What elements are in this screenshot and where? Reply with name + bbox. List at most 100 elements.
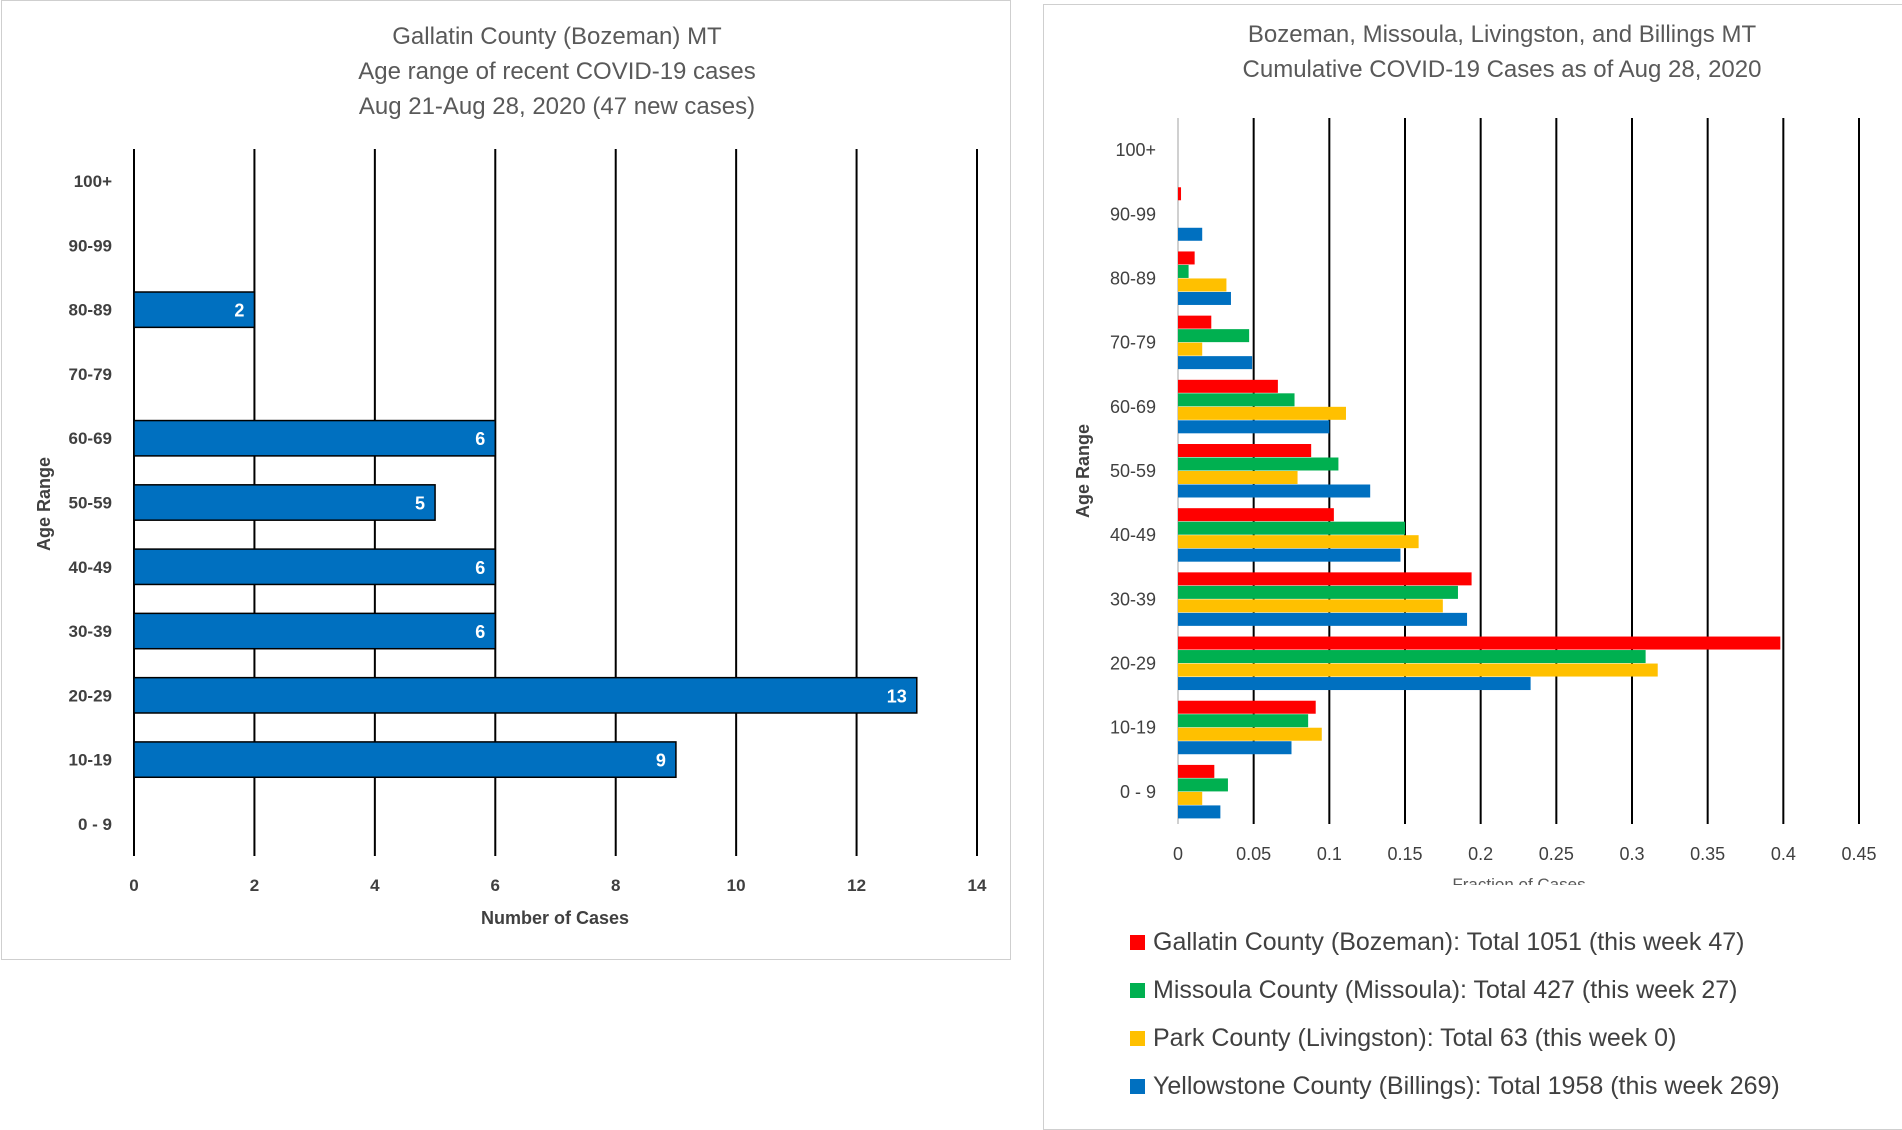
legend-item: Missoula County (Missoula): Total 427 (t… [1130, 975, 1738, 1005]
x-tick-label: 4 [370, 876, 380, 895]
bar [1178, 585, 1458, 599]
bar [1178, 612, 1468, 626]
y-tick-label: 80-89 [69, 301, 112, 320]
x-tick-label: 6 [491, 876, 500, 895]
x-tick-label: 10 [727, 876, 746, 895]
y-tick-label: 90-99 [69, 236, 112, 255]
x-tick-label: 14 [968, 876, 987, 895]
y-tick-label: 100+ [74, 172, 112, 191]
bar [1178, 457, 1339, 471]
y-tick-label: 20-29 [1110, 654, 1156, 674]
bar [1178, 805, 1221, 819]
bar [1178, 484, 1371, 498]
bar [1178, 444, 1312, 457]
legend-label: Park County (Livingston): Total 63 (this… [1153, 1023, 1677, 1052]
bar [1178, 406, 1346, 420]
chart-panel-left: Gallatin County (Bozeman) MT Age range of… [1, 0, 1011, 960]
chart-title-line: Bozeman, Missoula, Livingston, and Billi… [1248, 21, 1757, 48]
bar [1178, 636, 1781, 650]
x-tick-label: 0.2 [1468, 844, 1493, 864]
bar [1178, 778, 1228, 792]
bar [1178, 227, 1203, 241]
bar-value-label: 6 [475, 622, 485, 642]
bar-value-label: 13 [887, 686, 907, 706]
bar [133, 741, 677, 779]
bar [1178, 291, 1231, 305]
bar [1178, 251, 1195, 265]
y-tick-label: 50-59 [69, 494, 112, 513]
x-tick-label: 2 [250, 876, 259, 895]
y-tick-label: 30-39 [1110, 589, 1156, 609]
bar [1178, 663, 1658, 677]
y-axis-label: Age Range [1073, 424, 1093, 518]
bar [1178, 315, 1212, 329]
legend-swatch [1130, 1030, 1145, 1046]
bar [1178, 791, 1203, 805]
y-tick-label: 40-49 [1110, 525, 1156, 545]
bar [1178, 521, 1405, 535]
bar [1178, 599, 1443, 613]
legend-label: Missoula County (Missoula): Total 427 (t… [1153, 975, 1738, 1004]
bar-value-label: 6 [475, 558, 485, 578]
bar [1178, 548, 1401, 562]
legend-label: Gallatin County (Bozeman): Total 1051 (t… [1153, 927, 1745, 956]
y-tick-label: 30-39 [69, 622, 112, 641]
chart-title-line: Age range of recent COVID-19 cases [358, 58, 756, 85]
y-tick-label: 60-69 [1110, 397, 1156, 417]
y-tick-label: 50-59 [1110, 461, 1156, 481]
legend-swatch [1130, 1078, 1145, 1094]
legend-item: Gallatin County (Bozeman): Total 1051 (t… [1130, 927, 1745, 957]
bar [1178, 508, 1334, 522]
y-axis-label: Age Range [34, 457, 54, 551]
bar [1178, 535, 1419, 549]
bar [1178, 700, 1316, 714]
x-tick-label: 0.45 [1841, 844, 1876, 864]
bar [1178, 741, 1292, 755]
chart-panel-right: Bozeman, Missoula, Livingston, and Billi… [1043, 4, 1902, 1130]
bar-value-label: 6 [475, 429, 485, 449]
bar [1178, 471, 1298, 484]
bar [133, 676, 918, 714]
x-tick-label: 0 [1173, 844, 1183, 864]
legend-swatch [1130, 934, 1145, 950]
bar [1178, 379, 1278, 393]
y-tick-label: 10-19 [69, 751, 112, 770]
bar [133, 548, 497, 586]
bar [1178, 264, 1189, 278]
bar [1178, 342, 1203, 356]
bar [133, 484, 436, 521]
chart-title-line: Cumulative COVID-19 Cases as of Aug 28, … [1243, 56, 1762, 83]
y-tick-label: 90-99 [1110, 204, 1156, 224]
bar [133, 419, 497, 457]
y-tick-label: 60-69 [69, 429, 112, 448]
bar [1178, 714, 1309, 728]
bar [1178, 572, 1472, 586]
bar [1178, 278, 1227, 292]
x-axis-label: Fraction of Cases [1452, 875, 1585, 885]
x-tick-label: 0.05 [1236, 844, 1271, 864]
bar [1178, 764, 1215, 778]
x-tick-label: 0.25 [1539, 844, 1574, 864]
legend-label: Yellowstone County (Billings): Total 195… [1153, 1071, 1780, 1100]
x-tick-label: 12 [847, 876, 866, 895]
y-tick-label: 20-29 [69, 686, 112, 705]
y-tick-label: 10-19 [1110, 718, 1156, 738]
bar-value-label: 5 [415, 494, 425, 514]
bar [1178, 187, 1182, 201]
x-axis-label: Number of Cases [481, 908, 629, 928]
bar-value-label: 9 [656, 751, 666, 771]
y-tick-label: 40-49 [69, 558, 112, 577]
y-tick-label: 100+ [1115, 140, 1156, 160]
y-tick-label: 70-79 [69, 365, 112, 384]
y-tick-label: 70-79 [1110, 333, 1156, 353]
bar [1178, 727, 1322, 741]
x-tick-label: 0.15 [1387, 844, 1422, 864]
x-tick-label: 0.1 [1317, 844, 1342, 864]
bar [133, 612, 497, 650]
x-tick-label: 8 [611, 876, 620, 895]
y-tick-label: 0 - 9 [78, 815, 112, 834]
bar [1178, 329, 1250, 343]
bar [1178, 650, 1646, 664]
chart-title-line: Aug 21-Aug 28, 2020 (47 new cases) [359, 93, 755, 120]
x-tick-label: 0.4 [1771, 844, 1796, 864]
